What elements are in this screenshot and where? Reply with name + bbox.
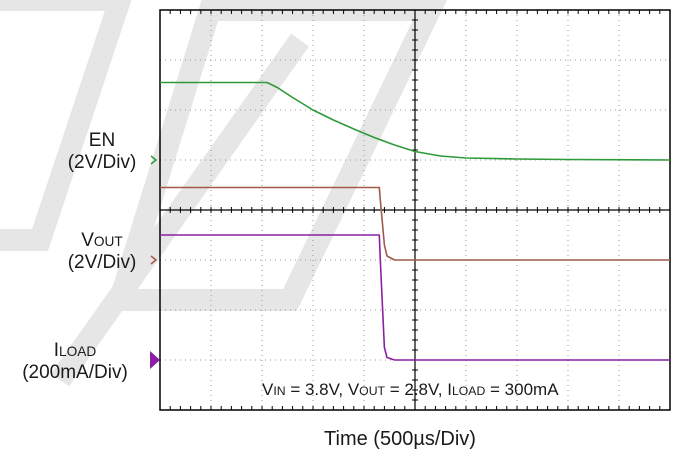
annotation-part: = 2.8V, I — [385, 380, 452, 399]
vout-scale: (2V/Div) — [67, 251, 137, 273]
vout-channel-label: VOUT (2V/Div) — [52, 230, 152, 274]
vout-name-main: V — [81, 230, 94, 251]
annotation-part: = 3.8V, V — [285, 380, 360, 399]
test-conditions-annotation: VIN = 3.8V, VOUT = 2.8V, ILOAD = 300mA — [262, 380, 672, 400]
vout-trace — [160, 186, 670, 261]
iload-trace — [160, 234, 670, 361]
en-channel-label: EN (2V/Div) — [52, 130, 152, 174]
x-axis-label: Time (500µs/Div) — [324, 428, 476, 450]
en-scale: (2V/Div) — [67, 151, 137, 173]
iload-name: ILOAD — [0, 340, 150, 362]
annotation-part: LOAD — [451, 384, 486, 398]
vout-name-sub: OUT — [93, 234, 123, 249]
iload-ground-marker — [150, 351, 160, 369]
annotation-part: IN — [273, 384, 286, 398]
annotation-part: V — [262, 380, 274, 399]
annotation-part: = 300mA — [485, 380, 559, 399]
en-trace — [160, 81, 671, 161]
plot-frame — [159, 9, 671, 411]
iload-name-sub: LOAD — [59, 344, 97, 359]
vout-name: VOUT — [52, 230, 152, 252]
en-ground-marker — [150, 155, 158, 165]
annotation-part: OUT — [359, 384, 385, 398]
iload-channel-label: ILOAD (200mA/Div) — [0, 340, 150, 384]
vout-ground-marker — [150, 255, 158, 265]
iload-name-main: I — [53, 340, 60, 361]
en-name: EN — [88, 130, 116, 151]
iload-scale: (200mA/Div) — [22, 361, 128, 383]
